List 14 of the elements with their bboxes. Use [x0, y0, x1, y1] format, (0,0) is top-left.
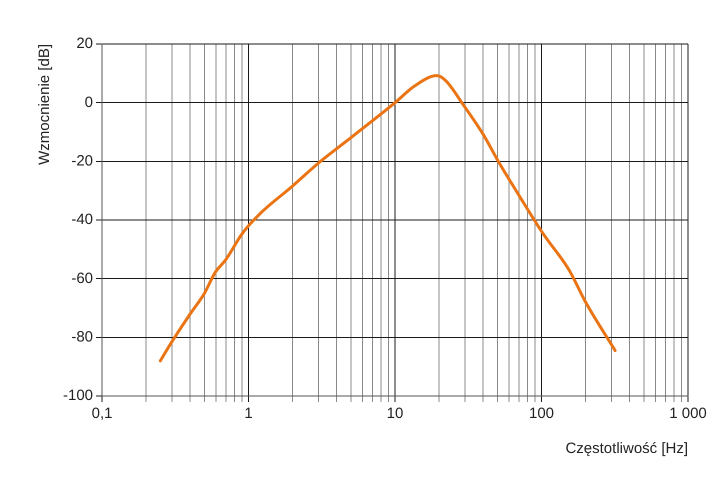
x-axis-title: Częstotliwość [Hz]	[565, 440, 688, 458]
x-tick-label: 10	[386, 405, 404, 422]
y-tick-label: 20	[76, 35, 94, 52]
x-tick-label: 100	[528, 405, 554, 422]
y-tick-label: -60	[71, 270, 94, 287]
y-tick-label: -20	[71, 152, 94, 170]
y-tick-label: -100	[62, 387, 94, 404]
y-tick-label: -80	[71, 328, 94, 346]
x-tick-label: 1 000	[669, 405, 707, 422]
y-tick-label: 0	[84, 94, 94, 111]
x-tick-label: 1	[244, 405, 253, 422]
x-tick-label: 0,1	[92, 405, 112, 422]
y-axis-title: Wzmocnienie [dB]	[36, 44, 54, 165]
y-tick-label: -40	[71, 211, 94, 228]
